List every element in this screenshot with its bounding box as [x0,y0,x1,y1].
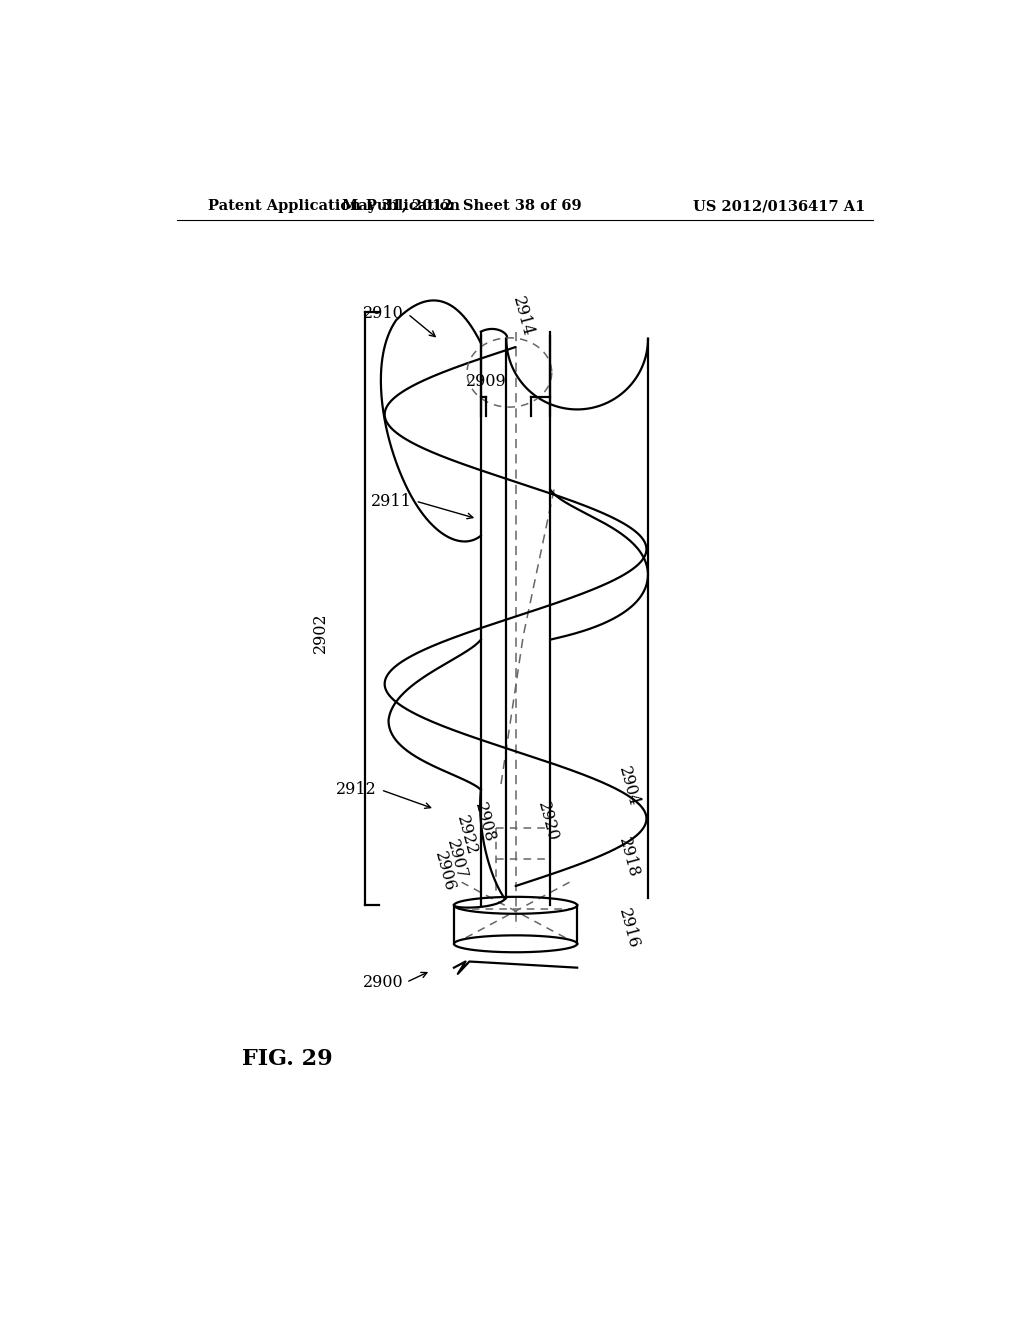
Text: 2914: 2914 [509,294,536,338]
Text: 2906: 2906 [431,850,459,894]
Text: 2912: 2912 [336,781,377,799]
Text: FIG. 29: FIG. 29 [243,1048,333,1069]
Text: 2907: 2907 [443,838,470,882]
Text: 2910: 2910 [364,305,403,322]
Text: 2908: 2908 [471,801,498,845]
Text: Patent Application Publication: Patent Application Publication [208,199,460,213]
Text: 2918: 2918 [615,836,642,879]
Text: 2900: 2900 [364,974,403,991]
Text: 2911: 2911 [371,492,412,510]
Text: 2920: 2920 [535,799,561,842]
Text: 2909: 2909 [466,374,506,391]
Text: 2922: 2922 [453,814,480,858]
Text: 2902: 2902 [312,612,330,653]
Text: May 31, 2012  Sheet 38 of 69: May 31, 2012 Sheet 38 of 69 [342,199,582,213]
Text: 2916: 2916 [615,907,642,950]
Text: US 2012/0136417 A1: US 2012/0136417 A1 [692,199,865,213]
Text: 2904: 2904 [615,764,642,808]
